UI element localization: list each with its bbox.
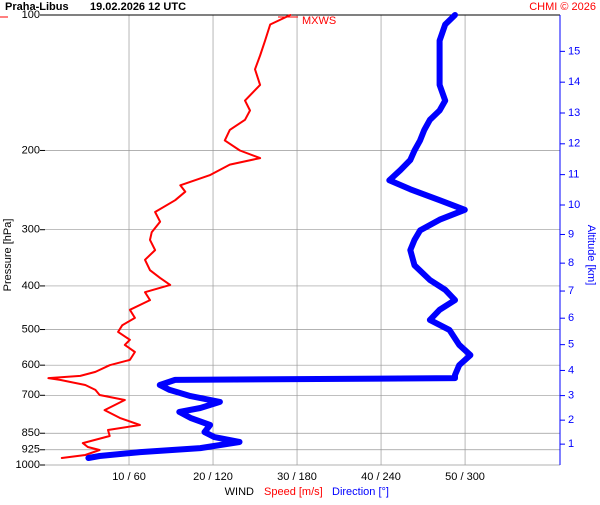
y2-tick-label: 4 (568, 364, 574, 376)
x-tick-label: 50 / 300 (445, 471, 485, 483)
y-tick-label: 850 (22, 427, 40, 439)
x-tick-label: 20 / 120 (193, 471, 233, 483)
y-tick-label: 925 (22, 444, 40, 456)
annotation: MXWS (302, 15, 336, 27)
x-tick-label: 40 / 240 (361, 471, 401, 483)
y2-tick-label: 7 (568, 285, 574, 297)
y-axis-label: Pressure [hPa] (2, 219, 14, 292)
y2-tick-label: 1 (568, 438, 574, 450)
x-tick-label: 30 / 180 (277, 471, 317, 483)
y2-tick-label: 11 (568, 169, 579, 181)
y-tick-label: 300 (22, 224, 40, 236)
y2-tick-label: 14 (568, 76, 580, 88)
y2-tick-label: 3 (568, 390, 574, 402)
legend-entry: Speed [m/s] (264, 486, 323, 498)
y2-tick-label: 15 (568, 45, 580, 57)
y-tick-label: 500 (22, 323, 40, 335)
y2-tick-label: 12 (568, 138, 580, 150)
profile-line (47, 14, 292, 459)
chart-title: Praha-Libus (5, 1, 69, 13)
y-tick-label: 100 (22, 9, 40, 21)
chart-subtitle: 19.02.2026 12 UTC (90, 1, 186, 13)
y2-tick-label: 8 (568, 257, 574, 269)
profile-line (85, 12, 474, 461)
x-tick-label: 10 / 60 (112, 471, 146, 483)
credit: CHMI © 2026 (529, 1, 596, 13)
y2-tick-label: 10 (568, 199, 580, 211)
y-tick-label: 1000 (16, 459, 40, 471)
y2-tick-label: 13 (568, 107, 580, 119)
y-tick-label: 700 (22, 389, 40, 401)
x-axis-label: WIND (225, 486, 254, 498)
y-tick-label: 600 (22, 359, 40, 371)
y2-tick-label: 2 (568, 414, 574, 426)
y-tick-label: 200 (22, 144, 40, 156)
y-tick-label: 400 (22, 280, 40, 292)
y2-tick-label: 6 (568, 312, 574, 324)
y2-tick-label: 9 (568, 228, 574, 240)
y2-axis-label: Altitude [km] (585, 225, 597, 286)
y2-tick-label: 5 (568, 339, 574, 351)
legend-entry: Direction [°] (332, 486, 389, 498)
